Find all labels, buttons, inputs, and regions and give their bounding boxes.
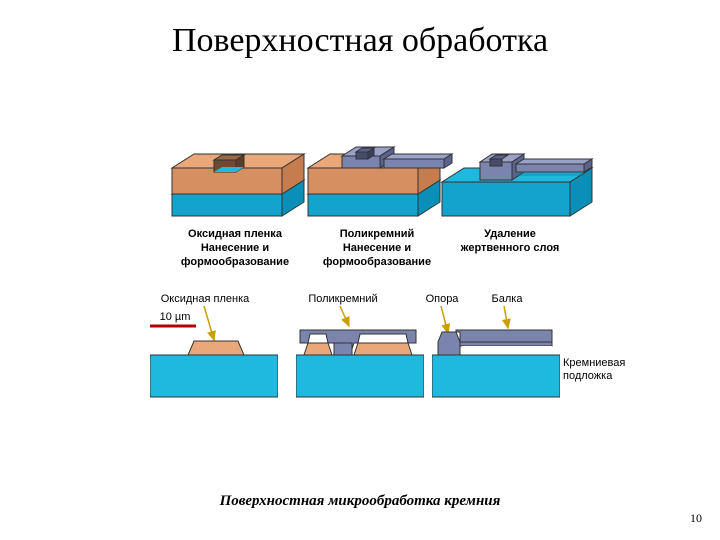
xsec-2 (296, 322, 424, 400)
page-number: 10 (690, 511, 702, 526)
label-arrows (0, 0, 720, 540)
xsec-3 (432, 322, 560, 400)
xsec-1 (150, 330, 278, 400)
footer-caption: Поверхностная микрообработка кремния (0, 493, 720, 510)
